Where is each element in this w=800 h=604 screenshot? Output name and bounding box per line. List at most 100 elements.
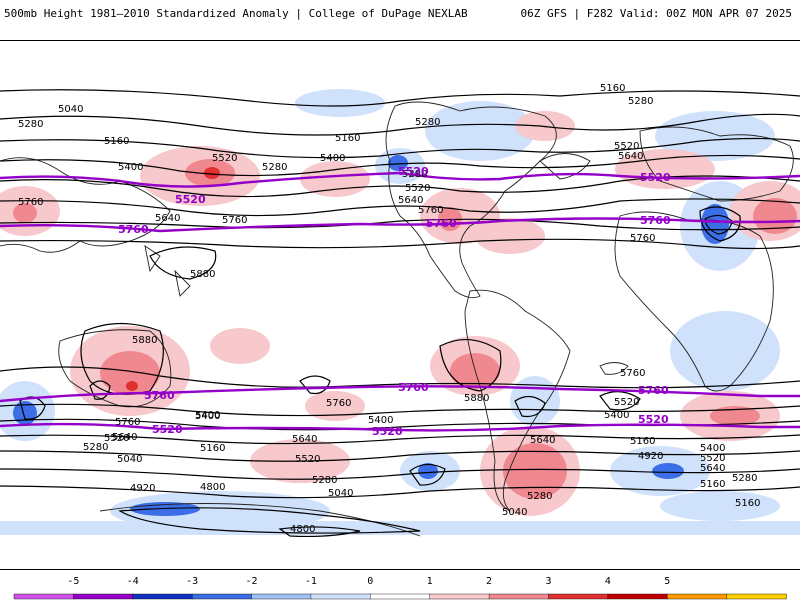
- contour-label: 5160: [104, 136, 129, 147]
- contour-label: 5400: [195, 411, 220, 422]
- contour-label: 5280: [402, 169, 427, 180]
- colorbar-segment: [548, 593, 609, 600]
- colorbar-tick-label: 0: [367, 576, 373, 587]
- anomaly-map: 5160 5280 5040 5280 5160 5400 5520 5280 …: [0, 83, 800, 538]
- contour-label: 5040: [117, 454, 142, 465]
- contour-label: 5160: [630, 436, 655, 447]
- colorbar-segment: [370, 593, 431, 600]
- contour-label: 5880: [190, 269, 215, 280]
- contour-label: 5640: [618, 151, 643, 162]
- contour-label: 5760: [222, 215, 247, 226]
- colorbar-tick-label: -1: [305, 576, 317, 587]
- colorbar-tick-label: -5: [67, 576, 79, 587]
- contour-label: 5520: [104, 433, 129, 444]
- highlight-contours: [0, 171, 800, 432]
- colorbar-tick-label: 4: [605, 576, 611, 587]
- colorbar-segment: [132, 593, 193, 600]
- colorbar-ticks: -5 -4 -3 -2 -1 0 1 2 3 4 5: [67, 576, 670, 587]
- contour-label: 5400: [195, 410, 220, 421]
- contour-label-5760: 5760: [638, 384, 669, 397]
- contour-label: 5520: [405, 183, 430, 194]
- colorbar-segment: [13, 593, 75, 600]
- colorbar-tick-label: 5: [664, 576, 670, 587]
- contour-label: 5040: [502, 507, 527, 518]
- colorbar-segments: [13, 593, 787, 600]
- contour-label: 5400: [604, 410, 629, 421]
- colorbar-tick-label: -2: [246, 576, 258, 587]
- colorbar-segment: [726, 593, 787, 600]
- colorbar-segment: [607, 593, 668, 600]
- contour-label: 5400: [118, 162, 143, 173]
- contour-label-5760: 5760: [118, 223, 149, 236]
- colorbar-segment: [73, 593, 134, 600]
- colorbar-tick-label: -4: [127, 576, 139, 587]
- contour-label: 5640: [292, 434, 317, 445]
- contour-label-5520: 5520: [638, 413, 669, 426]
- colorbar-segment: [251, 593, 312, 600]
- contour-label: 5640: [700, 463, 725, 474]
- contour-label: 5760: [18, 197, 43, 208]
- contour-label: 5760: [630, 233, 655, 244]
- contour-label: 5640: [530, 435, 555, 446]
- contour-label-5760: 5760: [144, 389, 175, 402]
- contour-label: 5040: [328, 488, 353, 499]
- contour-label: 5280: [628, 96, 653, 107]
- contour-label: 5040: [58, 104, 83, 115]
- contour-label: 4920: [130, 483, 155, 494]
- colorbar-tick-label: 3: [545, 576, 551, 587]
- map-title: 500mb Height 1981–2010 Standardized Anom…: [4, 7, 468, 20]
- colorbar-svg: -5 -4 -3 -2 -1 0 1 2 3 4 5: [13, 576, 787, 600]
- contour-label: 5760: [115, 417, 140, 428]
- contour-label: 5160: [200, 443, 225, 454]
- contour-label: 5640: [398, 195, 423, 206]
- colorbar-tick-label: -3: [186, 576, 198, 587]
- contour-label: 5880: [464, 393, 489, 404]
- contour-label-5520: 5520: [152, 423, 183, 436]
- contour-label: 5520: [212, 153, 237, 164]
- contour-label-5520: 5520: [372, 425, 403, 438]
- contour-label: 4800: [200, 482, 225, 493]
- contour-label: 5760: [620, 368, 645, 379]
- contour-label: 5400: [368, 415, 393, 426]
- contour-label: 5760: [326, 398, 351, 409]
- contour-label: 5520: [700, 453, 725, 464]
- contour-label: 5280: [415, 117, 440, 128]
- contour-label: 5280: [262, 162, 287, 173]
- colorbar-segment: [429, 593, 490, 600]
- height-contours: [0, 89, 800, 538]
- colorbar-segment: [488, 593, 550, 600]
- contour-label-5760: 5760: [640, 214, 671, 227]
- colorbar-tick-label: 2: [486, 576, 492, 587]
- contour-label-5520: 5520: [640, 171, 671, 184]
- header: 500mb Height 1981–2010 Standardized Anom…: [0, 0, 800, 28]
- contour-label: 5280: [527, 491, 552, 502]
- colorbar-tick-label: 1: [427, 576, 433, 587]
- contour-label: 5160: [700, 479, 725, 490]
- contour-label: 5400: [700, 443, 725, 454]
- strong-positive-anomaly: [126, 167, 220, 391]
- contour-label-5520: 5520: [175, 193, 206, 206]
- contour-label: 5760: [418, 205, 443, 216]
- map-panel[interactable]: 5160 5280 5040 5280 5160 5400 5520 5280 …: [0, 40, 800, 570]
- contour-label: 5160: [335, 133, 360, 144]
- contour-label: 5280: [83, 442, 108, 453]
- positive-anomaly-core: [13, 159, 797, 499]
- contour-label: 5520: [614, 141, 639, 152]
- contour-label: 4920: [638, 451, 663, 462]
- contour-label: 5520: [295, 454, 320, 465]
- colorbar-segment: [191, 593, 253, 600]
- contour-label: 5280: [732, 473, 757, 484]
- contour-label: 4800: [290, 524, 315, 535]
- contour-label: 5160: [735, 498, 760, 509]
- highlight-contour-labels: 5520 5520 5760 5760 5520 5760 5760 5760 …: [118, 165, 671, 438]
- contour-label: 5640: [112, 432, 137, 443]
- colorbar: -5 -4 -3 -2 -1 0 1 2 3 4 5: [0, 568, 800, 600]
- contour-label-5520: 5520: [398, 165, 429, 178]
- contour-label: 5880: [132, 335, 157, 346]
- contour-label: 5640: [155, 213, 180, 224]
- colorbar-segment: [667, 593, 728, 600]
- model-run-info: 06Z GFS | F282 Valid: 00Z MON APR 07 202…: [520, 7, 792, 20]
- contour-label: 5160: [600, 83, 625, 94]
- contour-label: 5280: [312, 475, 337, 486]
- contour-label: 5280: [18, 119, 43, 130]
